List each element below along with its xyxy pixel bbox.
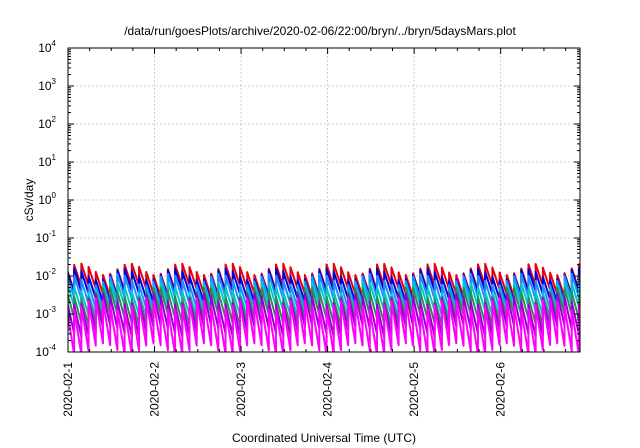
y-tick-label: 10-3 (36, 305, 57, 321)
series-layer (68, 262, 580, 352)
y-tick-exponent: 4 (52, 39, 57, 48)
x-axis-label: Coordinated Universal Time (UTC) (232, 431, 416, 445)
y-tick-exponent: 2 (52, 115, 57, 124)
y-tick-label: 104 (38, 39, 56, 55)
chart-title: /data/run/goesPlots/archive/2020-02-06/2… (124, 24, 516, 38)
series-line (68, 297, 580, 352)
y-axis-label: cSv/day (22, 179, 36, 222)
y-tick-base: 10 (36, 345, 50, 359)
y-tick-exponent: -1 (49, 229, 57, 238)
x-tick-label: 2020-02-5 (407, 362, 421, 417)
y-tick-exponent: -2 (49, 267, 57, 276)
x-tick-label: 2020-02-1 (61, 362, 75, 417)
y-tick-base: 10 (38, 41, 52, 55)
y-tick-label: 10-1 (36, 229, 57, 245)
y-tick-exponent: 1 (52, 153, 57, 162)
y-tick-label: 100 (38, 191, 56, 207)
y-tick-label: 10-2 (36, 267, 57, 283)
x-tick-label: 2020-02-4 (321, 362, 335, 417)
y-tick-label: 103 (38, 77, 56, 93)
x-tick-label: 2020-02-3 (234, 362, 248, 417)
y-tick-base: 10 (36, 307, 50, 321)
y-tick-base: 10 (36, 231, 50, 245)
y-tick-label: 101 (38, 153, 56, 169)
y-tick-exponent: -3 (49, 305, 57, 314)
y-tick-label: 102 (38, 115, 56, 131)
y-tick-base: 10 (38, 117, 52, 131)
y-tick-exponent: -4 (49, 343, 57, 352)
y-tick-exponent: 0 (52, 191, 57, 200)
x-tick-label: 2020-02-2 (148, 362, 162, 417)
y-tick-base: 10 (38, 79, 52, 93)
y-tick-base: 10 (38, 155, 52, 169)
y-tick-label: 10-4 (36, 343, 57, 359)
y-tick-base: 10 (36, 269, 50, 283)
y-tick-base: 10 (38, 193, 52, 207)
x-ticks: 2020-02-1 2020-02-2 2020-02-3 2020-02-4 2020… (61, 48, 567, 417)
x-tick-label: 2020-02-6 (494, 362, 508, 417)
y-tick-exponent: 3 (52, 77, 57, 86)
